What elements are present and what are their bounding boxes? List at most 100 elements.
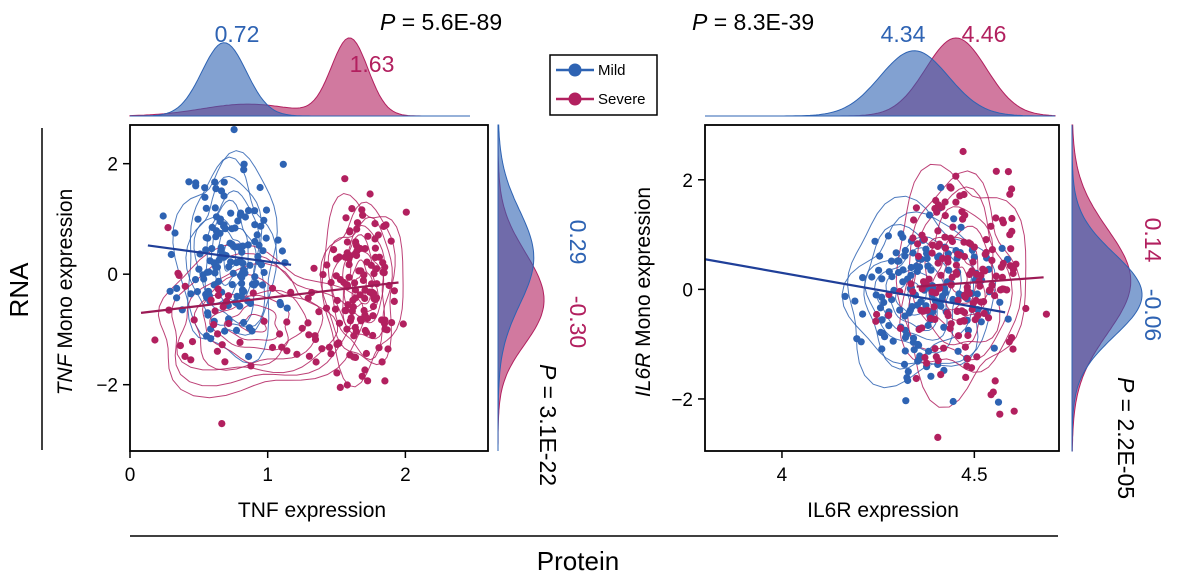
severe-point [954, 296, 962, 304]
severe-point [348, 307, 356, 315]
severe-point [918, 324, 926, 332]
mild-point [251, 207, 259, 215]
severe-point [940, 344, 948, 352]
severe-point [330, 246, 338, 254]
x-tick-label: 4.5 [961, 465, 987, 486]
severe-point [331, 305, 340, 313]
severe-point [383, 326, 391, 334]
mild-point [977, 318, 985, 326]
mild-point [277, 301, 285, 309]
severe-point [934, 227, 942, 235]
mild-point [859, 310, 867, 318]
severe-point [310, 264, 318, 272]
severe-point [371, 220, 379, 228]
severe-point [1008, 214, 1016, 223]
severe-point [914, 252, 923, 260]
severe-point [298, 324, 306, 332]
severe-point [914, 240, 922, 248]
mild-point [925, 347, 933, 355]
mild-point [955, 290, 963, 298]
y-tick-label: −2 [96, 376, 118, 397]
mild-point [927, 266, 935, 274]
mild-point [905, 309, 913, 317]
severe-point [353, 225, 361, 233]
mild-point [191, 276, 200, 284]
il6r-median-severe-x: 4.46 [962, 21, 1007, 47]
severe-point [164, 224, 172, 232]
mild-point [231, 224, 239, 232]
mild-point [204, 287, 212, 296]
severe-point [979, 265, 987, 273]
severe-point [293, 350, 301, 358]
mild-point [260, 268, 268, 277]
mild-point [246, 261, 254, 269]
severe-point [341, 175, 349, 183]
mild-point [212, 227, 220, 235]
severe-point [961, 343, 970, 351]
mild-point [226, 239, 234, 247]
severe-point [380, 269, 388, 277]
severe-point [965, 290, 973, 298]
mild-point [248, 327, 256, 335]
severe-point [364, 377, 372, 385]
severe-point [964, 331, 972, 340]
severe-point [912, 374, 920, 383]
severe-point [219, 303, 227, 311]
mild-point [234, 217, 242, 225]
severe-point [342, 214, 350, 222]
severe-point [960, 308, 969, 317]
severe-point [345, 273, 353, 281]
severe-contour [171, 252, 352, 387]
severe-point [992, 214, 1000, 222]
severe-point [996, 286, 1005, 294]
severe-point [1022, 304, 1030, 313]
mild-point [262, 206, 271, 214]
severe-point [944, 312, 952, 320]
legend-mild-label: Mild [598, 62, 626, 79]
mild-x-density [705, 50, 1055, 117]
severe-point [352, 242, 361, 250]
severe-point [214, 291, 222, 299]
severe-point [907, 280, 915, 288]
severe-point [356, 315, 364, 323]
severe-point [343, 325, 351, 333]
severe-contour [223, 304, 280, 341]
tnf-points [151, 126, 410, 428]
mild-point [940, 323, 948, 331]
mild-point [892, 249, 900, 257]
mild-point [232, 326, 241, 334]
severe-point [941, 233, 949, 241]
mild-point [262, 234, 270, 242]
severe-point [213, 347, 221, 355]
mild-point [907, 271, 915, 279]
severe-point [351, 279, 359, 287]
mild-point [907, 263, 915, 272]
severe-contour [193, 273, 324, 371]
mild-point [211, 204, 219, 212]
severe-point [268, 343, 277, 352]
severe-contour [907, 186, 1013, 361]
severe-point [276, 330, 284, 338]
legend-mild-marker [568, 63, 582, 77]
severe-point [343, 381, 351, 389]
il6r-median-severe-y: 0.14 [1140, 218, 1166, 263]
severe-point [333, 369, 341, 377]
severe-point [973, 353, 981, 361]
mild-point [201, 184, 209, 192]
severe-point [352, 327, 360, 335]
severe-point [305, 331, 313, 339]
severe-point [963, 362, 971, 370]
severe-point [362, 328, 371, 337]
tnf-median-mild-y: 0.29 [565, 220, 591, 265]
severe-point [982, 248, 990, 257]
tnf-axes: 0 1 2 2 0 −2 [96, 155, 410, 486]
legend-severe-marker [568, 92, 582, 106]
severe-point [364, 232, 372, 240]
mild-point [259, 281, 267, 289]
severe-point [369, 331, 377, 340]
mild-point [185, 178, 193, 186]
severe-point [928, 249, 936, 257]
y-tick-label: 2 [682, 171, 693, 192]
severe-point [247, 362, 255, 370]
severe-point [984, 314, 993, 322]
